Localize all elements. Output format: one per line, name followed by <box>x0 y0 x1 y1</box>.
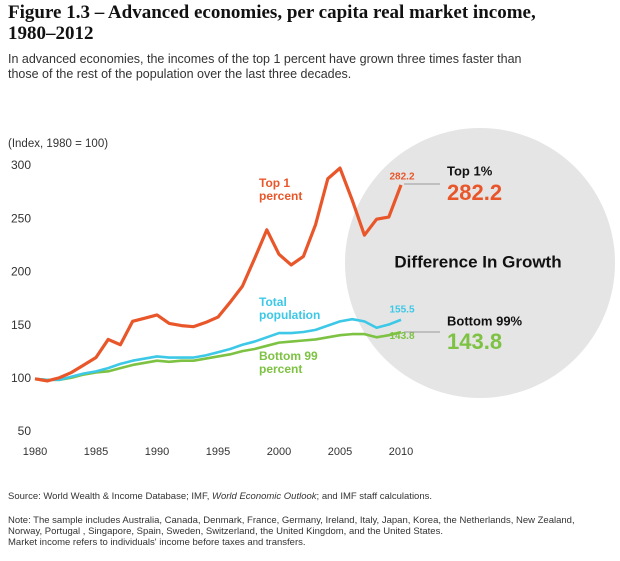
callout-value: 282.2 <box>447 180 502 205</box>
end-value-label: 282.2 <box>389 172 414 183</box>
highlight-circle <box>345 128 615 398</box>
y-tick-label: 300 <box>11 158 31 172</box>
source-text: ; and IMF staff calculations. <box>316 491 433 502</box>
x-tick-label: 1985 <box>84 446 108 458</box>
note-line: Market income refers to individuals' inc… <box>8 537 306 548</box>
note: Note: The sample includes Australia, Can… <box>8 515 608 548</box>
x-tick-label: 1995 <box>206 446 230 458</box>
series-label: Bottom 99 percent <box>259 349 318 376</box>
series-label: Top 1 percent <box>259 176 303 203</box>
end-value-label: 143.8 <box>389 331 414 342</box>
callout-label: Bottom 99% <box>447 313 523 328</box>
source: Source: World Wealth & Income Database; … <box>8 491 432 502</box>
callout-label: Top 1% <box>447 163 493 178</box>
source-text: World Economic Outlook <box>212 491 317 502</box>
y-tick-label: 50 <box>18 424 32 438</box>
source-text: Source: World Wealth & Income Database; … <box>8 491 212 502</box>
x-tick-label: 1990 <box>145 446 169 458</box>
y-tick-label: 100 <box>11 371 31 385</box>
circle-title: Difference In Growth <box>394 252 561 271</box>
subtitle: In advanced economies, the incomes of th… <box>8 52 522 81</box>
end-value-label: 155.5 <box>389 304 414 315</box>
x-tick-label: 1980 <box>23 446 47 458</box>
x-tick-label: 2005 <box>328 446 352 458</box>
series-line <box>34 166 403 383</box>
x-tick-label: 2010 <box>389 446 413 458</box>
series-line <box>34 317 402 382</box>
callout-value: 143.8 <box>447 329 502 354</box>
y-axis-label: (Index, 1980 = 100) <box>8 138 109 150</box>
chart-title: Figure 1.3 – Advanced economies, per cap… <box>8 2 536 44</box>
y-tick-label: 150 <box>11 318 31 332</box>
y-tick-label: 250 <box>11 211 31 225</box>
x-tick-label: 2000 <box>267 446 291 458</box>
series-label: Total population <box>259 295 321 322</box>
y-tick-label: 200 <box>11 265 31 279</box>
note-line: Note: The sample includes Australia, Can… <box>8 515 575 537</box>
